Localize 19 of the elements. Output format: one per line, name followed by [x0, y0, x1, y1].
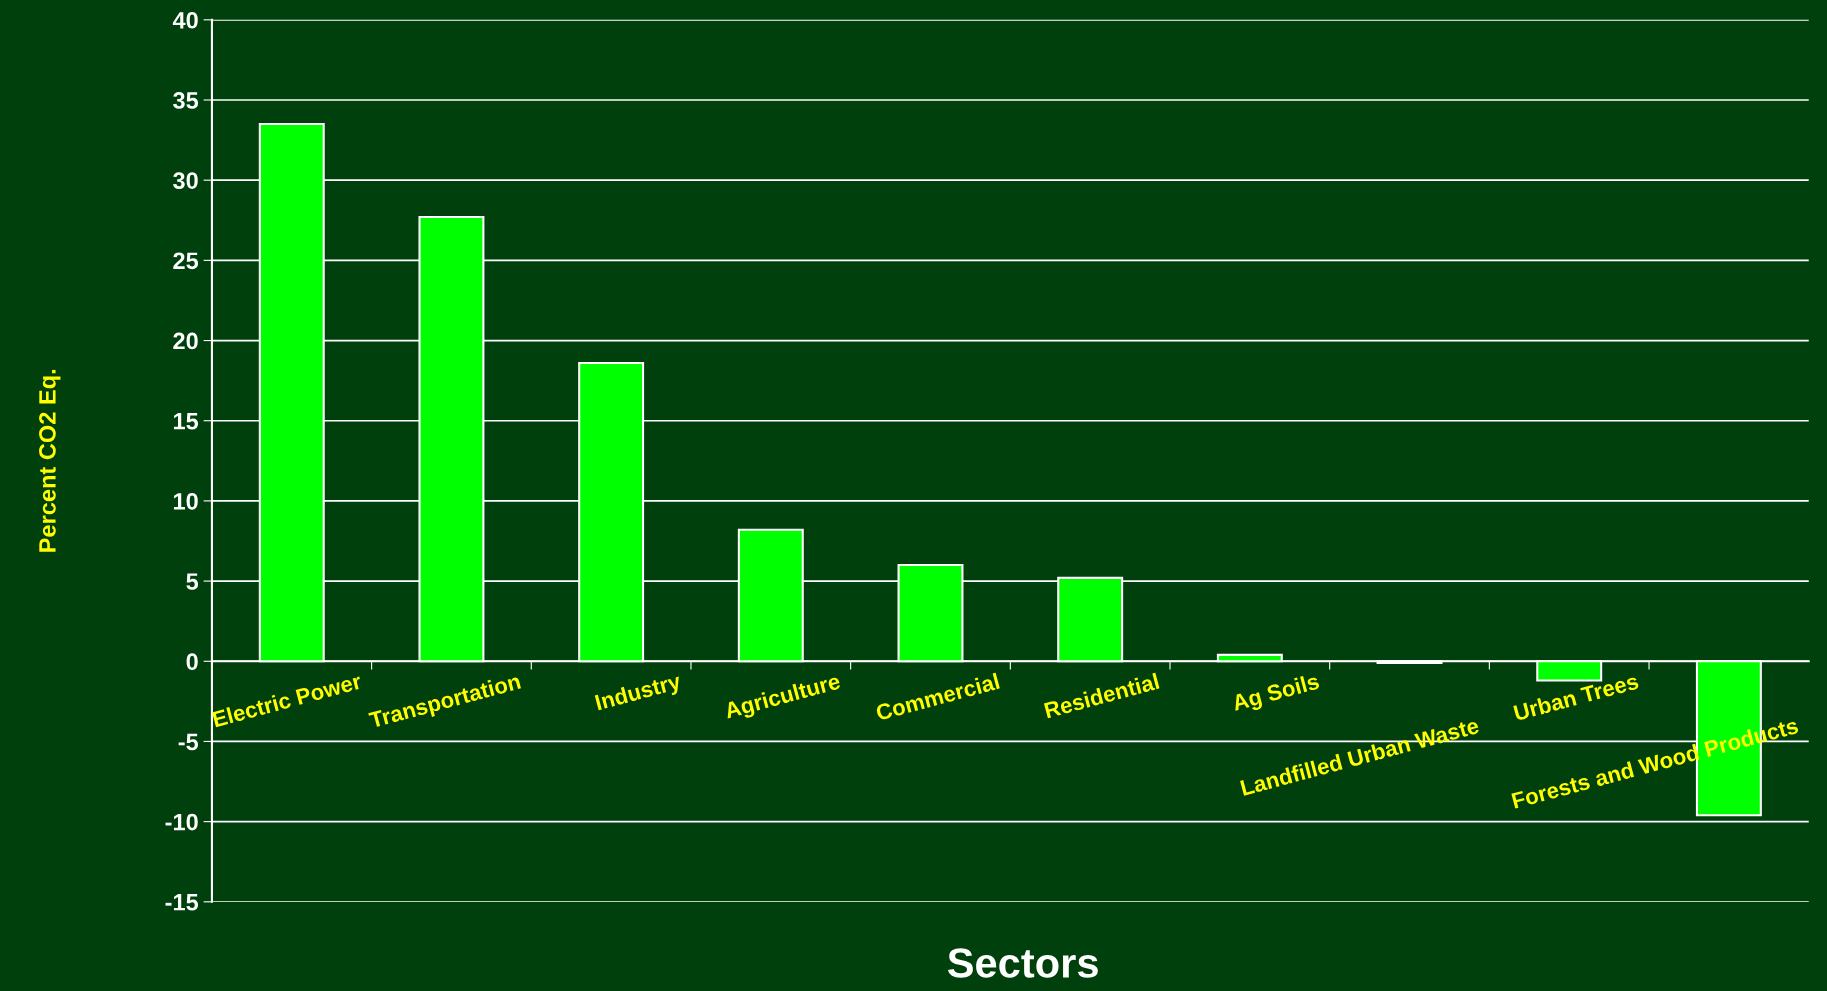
y-tick-label: -5	[178, 733, 199, 751]
y-tick-label: 25	[173, 252, 199, 270]
y-tick-label: 30	[173, 172, 198, 189]
x-tick-label: Electric Power	[211, 672, 363, 728]
y-tick-label: 20	[173, 332, 198, 350]
y-tick-label: 0	[186, 653, 198, 671]
x-axis-title: Sectors	[947, 948, 1098, 978]
x-tick-label: Urban Trees	[1513, 672, 1640, 722]
y-tick-label: 35	[173, 92, 199, 109]
y-tick-label: -10	[165, 813, 198, 831]
y-axis-title: Percent CO2 Eq.	[39, 369, 61, 552]
y-tick-label: 10	[173, 492, 198, 510]
y-tick-label: 40	[172, 11, 198, 29]
x-tick-label: Ag Soils	[1231, 672, 1322, 716]
y-tick-label: 5	[186, 573, 199, 590]
x-tick-label: Forests and Wood Products	[1511, 721, 1799, 809]
y-tick-label: -15	[165, 894, 199, 911]
y-tick-label: 15	[173, 413, 199, 430]
x-tick-label: Industry	[594, 672, 684, 715]
